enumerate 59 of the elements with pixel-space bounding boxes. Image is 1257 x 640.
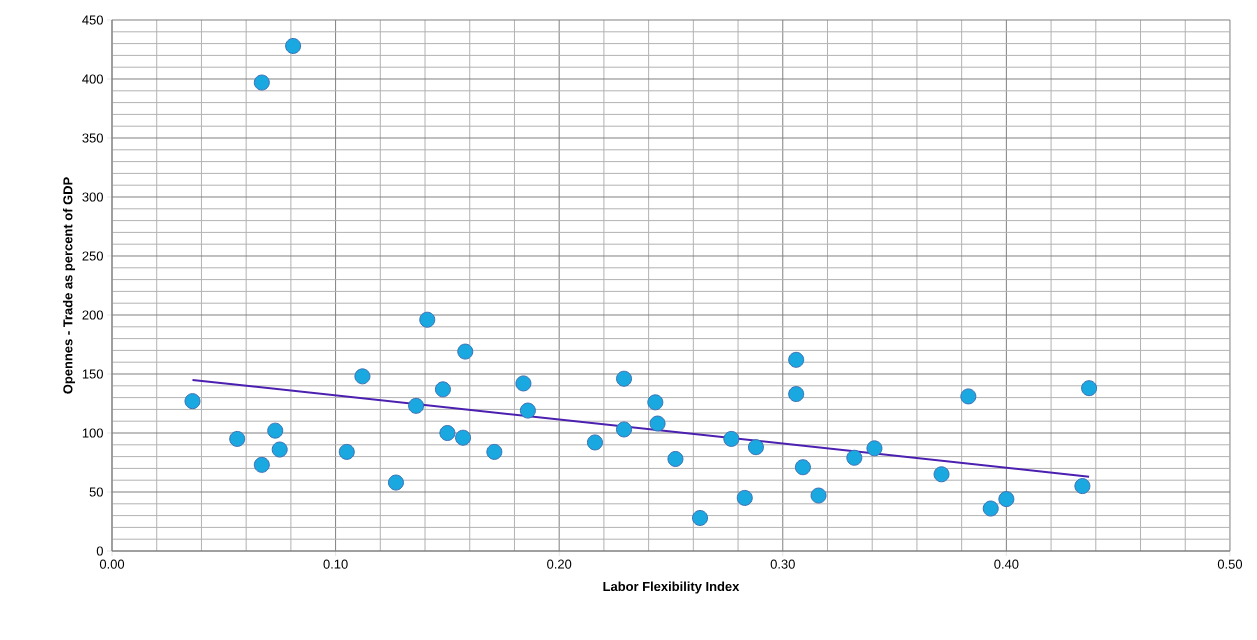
point — [647, 394, 664, 411]
point — [846, 449, 863, 466]
y-tick-label: 250 — [82, 251, 103, 261]
point — [1081, 380, 1098, 397]
point — [794, 459, 811, 476]
point — [586, 434, 603, 451]
point — [253, 74, 270, 91]
point — [788, 386, 805, 403]
y-axis-title: Opennes - Trade as percent of GDP — [62, 177, 76, 394]
point — [455, 429, 472, 446]
point — [439, 425, 456, 441]
y-tick-label: 100 — [82, 428, 103, 438]
point — [810, 487, 827, 504]
y-tick-label: 400 — [82, 74, 103, 84]
point — [184, 393, 201, 410]
point — [616, 370, 633, 387]
point — [515, 375, 532, 392]
point — [486, 443, 503, 460]
point — [933, 466, 950, 483]
point — [354, 368, 371, 385]
point — [419, 311, 436, 328]
point — [866, 440, 883, 457]
point — [1074, 478, 1091, 495]
y-tick-label: 50 — [89, 487, 103, 497]
point — [747, 439, 764, 456]
point — [253, 456, 270, 473]
point — [285, 37, 302, 54]
point — [788, 351, 805, 368]
point — [723, 430, 740, 447]
x-tick-label: 0.20 — [547, 559, 572, 569]
point — [960, 388, 977, 405]
x-tick-label: 0.10 — [323, 559, 348, 569]
x-tick-label: 0.50 — [1217, 559, 1243, 569]
point — [408, 397, 425, 414]
point — [457, 343, 474, 360]
y-tick-label: 450 — [82, 15, 103, 25]
point — [649, 415, 666, 432]
y-tick-label: 150 — [82, 369, 103, 379]
point — [998, 491, 1015, 508]
point — [338, 443, 355, 460]
point — [692, 509, 709, 526]
point — [267, 422, 284, 439]
y-tick-label: 350 — [82, 133, 103, 143]
point — [667, 450, 684, 467]
point — [982, 500, 999, 517]
y-tick-label: 0 — [96, 546, 103, 556]
point — [434, 381, 451, 398]
point — [519, 402, 536, 419]
x-axis-title: Labor Flexibility Index — [603, 581, 740, 594]
point — [271, 441, 288, 458]
y-tick-label: 200 — [82, 310, 103, 320]
point — [229, 430, 246, 447]
x-tick-label: 0.40 — [994, 559, 1019, 569]
point — [387, 474, 404, 491]
x-tick-label: 0.30 — [770, 559, 795, 569]
point — [736, 489, 753, 506]
y-tick-label: 300 — [82, 192, 103, 202]
point — [616, 421, 633, 438]
x-tick-label: 0.00 — [99, 559, 125, 569]
